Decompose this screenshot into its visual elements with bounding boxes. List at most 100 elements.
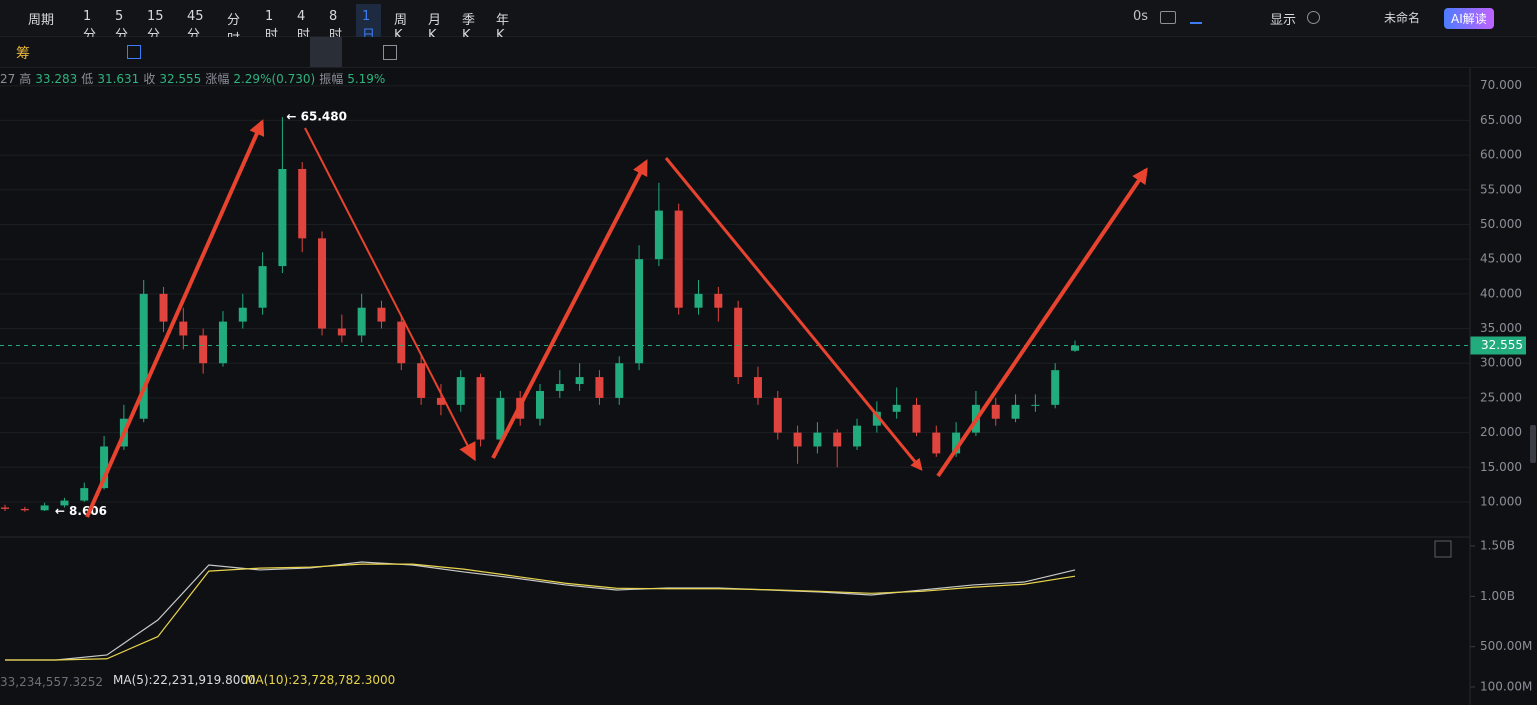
arrow <box>304 127 476 462</box>
draw-icon[interactable] <box>1190 10 1202 24</box>
chip-tool[interactable]: 筹 <box>16 46 30 62</box>
candle-body <box>377 307 386 322</box>
candle-body <box>615 363 624 398</box>
arrow <box>491 159 648 459</box>
candle-body <box>238 307 247 322</box>
info-item: 33.283 <box>35 72 78 86</box>
y-tick-label: 500.00M <box>1480 639 1532 653</box>
candle-body <box>139 293 148 419</box>
y-tick-label: 10.000 <box>1480 494 1522 508</box>
arrow <box>936 167 1148 478</box>
candle-body <box>872 411 881 426</box>
y-tick-label: 20.000 <box>1480 425 1522 439</box>
candle-body <box>1031 404 1040 406</box>
candle-body <box>278 168 287 267</box>
candle-body <box>159 293 168 322</box>
candle-body <box>417 363 426 398</box>
info-item: 收 <box>143 72 156 86</box>
info-item: 2.29%(0.730) <box>233 72 316 86</box>
candle-body <box>734 307 743 378</box>
candle-body <box>595 377 604 398</box>
candle-body <box>575 377 584 385</box>
display-menu[interactable]: 显示 <box>1270 13 1297 28</box>
candle-body <box>1011 404 1020 419</box>
tool[interactable] <box>127 45 141 59</box>
volume-line <box>5 563 1076 661</box>
period-button[interactable]: 周K <box>394 13 408 43</box>
info-item: 32.555 <box>159 72 202 86</box>
workspace[interactable]: 未命名 <box>1384 11 1421 25</box>
candle-body <box>436 397 445 405</box>
candle-body <box>40 505 49 511</box>
y-tick-label: 55.000 <box>1480 182 1522 196</box>
y-tick-label: 35.000 <box>1480 321 1522 335</box>
indicator-label: MA(5):22,231,919.8000 <box>113 673 256 687</box>
y-tick-label: 1.00B <box>1480 589 1515 603</box>
candle-body <box>1051 370 1060 405</box>
candle-body <box>714 293 723 308</box>
arrow <box>85 119 265 518</box>
candle-body <box>773 397 782 433</box>
candle-body <box>337 328 346 336</box>
candle-body <box>793 432 802 447</box>
candle-body <box>218 321 227 364</box>
timer[interactable]: 0s <box>1133 9 1149 24</box>
info-item: 振幅 <box>319 72 344 86</box>
candle-body <box>853 425 862 447</box>
y-tick-label: 1.50B <box>1480 538 1515 552</box>
settings-icon[interactable] <box>1307 11 1320 24</box>
scrollbar[interactable] <box>1530 425 1536 463</box>
candle-body <box>258 266 267 308</box>
y-tick-label: 45.000 <box>1480 252 1522 266</box>
y-tick-label: 70.000 <box>1480 78 1522 92</box>
drawing-toolbar: 筹 <box>0 37 1537 68</box>
candle-body <box>952 432 961 454</box>
period-button[interactable]: 季K <box>462 13 476 43</box>
volume-line <box>5 561 1076 661</box>
candle-body <box>654 210 663 260</box>
last-price-tag <box>1470 336 1526 355</box>
camera-icon[interactable] <box>1160 11 1176 24</box>
candle-body <box>833 432 842 447</box>
candle-body <box>892 404 901 412</box>
candle-body <box>60 500 69 506</box>
candle-body <box>456 377 465 405</box>
period-button[interactable]: 月K <box>428 13 442 43</box>
active-tool[interactable] <box>310 37 342 67</box>
candle-body <box>199 335 208 364</box>
info-item: 27 <box>0 72 16 86</box>
y-tick-label: 40.000 <box>1480 286 1522 300</box>
candle-body <box>496 397 505 440</box>
candle-body <box>318 238 327 329</box>
y-tick-label: 100.00M <box>1480 679 1532 693</box>
candle-body <box>635 259 644 364</box>
y-tick-label: 65.000 <box>1480 113 1522 127</box>
candle-body <box>397 321 406 364</box>
candle-body <box>555 384 564 391</box>
info-bar: 27 高 33.283 低 31.631 收 32.555 涨幅 2.29%(0.730) 振幅 5… <box>0 70 389 87</box>
info-item: 5.19% <box>347 72 386 86</box>
y-tick-label: 60.000 <box>1480 148 1522 162</box>
top-toolbar: 周期 1分5分15分45分分时1时4时8时1日周K月K季K年K 0s 显示 未命… <box>0 0 1537 48</box>
candle-body <box>80 488 89 501</box>
ai-button[interactable]: AI解读 <box>1444 8 1494 29</box>
info-item: 31.631 <box>97 72 140 86</box>
expand-icon[interactable] <box>1434 540 1452 558</box>
candle-body <box>357 307 366 336</box>
indicator-label: 量33,234,557.3252 <box>0 675 104 689</box>
period-button[interactable]: 年K <box>496 13 510 43</box>
candle-body <box>674 210 683 308</box>
info-item: 低 <box>81 72 94 86</box>
candle-body <box>476 377 485 440</box>
candle-body <box>912 404 921 433</box>
high-marker: ← 65.480 <box>286 110 347 124</box>
candle-body <box>1 507 9 509</box>
trend-arrows <box>85 119 1148 518</box>
tool[interactable] <box>383 45 397 60</box>
candle-body <box>813 432 822 447</box>
info-item: 高 <box>19 72 32 86</box>
candle-body <box>991 404 1000 419</box>
candle-body <box>298 168 307 239</box>
period-menu[interactable]: 周期 <box>28 13 55 28</box>
